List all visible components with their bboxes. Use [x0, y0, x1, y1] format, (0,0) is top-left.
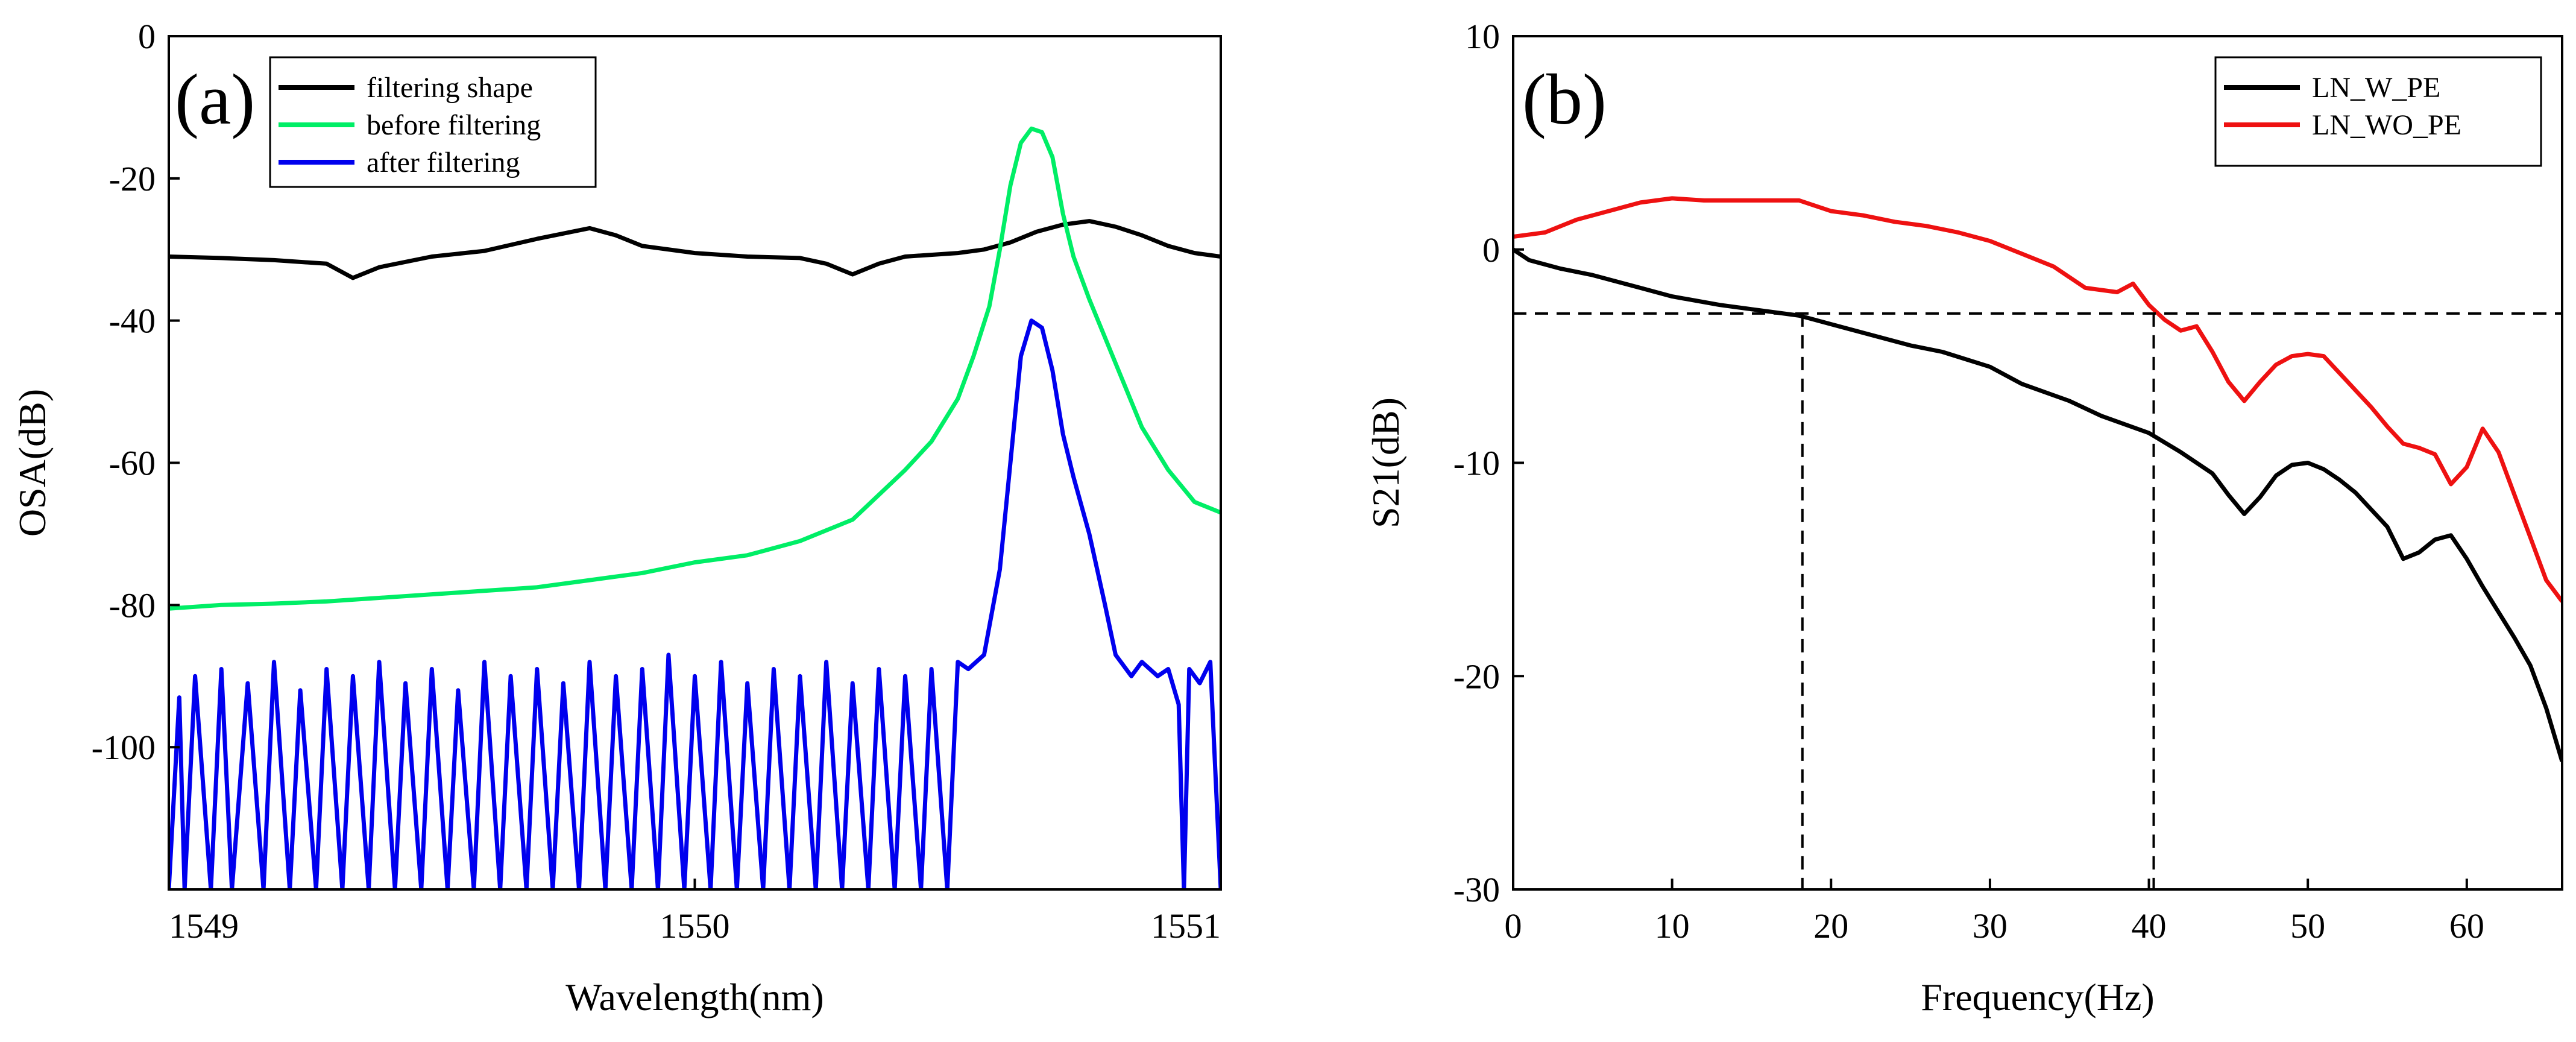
y-tick-label: -100: [92, 728, 156, 767]
x-tick-label: 40: [2132, 906, 2167, 946]
y-tick-label: -20: [109, 159, 156, 198]
y-tick-label: -10: [1453, 444, 1500, 483]
x-tick-label: 1550: [660, 906, 730, 946]
legend-label: LN_WO_PE: [2312, 109, 2461, 141]
series-line-ln-w-pe: [1513, 247, 2562, 762]
x-axis-title: Wavelength(nm): [565, 976, 824, 1018]
legend-box: [269, 56, 597, 188]
y-tick-label: 0: [1482, 230, 1500, 270]
legend: LN_W_PE LN_WO_PE: [2214, 56, 2542, 167]
chart-panel-a: 0 -20 -40 -60 -80 -100 1549 1550 1551 Wavelength(…: [11, 17, 1222, 1018]
y-axis-title: S21(dB): [1364, 397, 1407, 528]
y-tick-label: -20: [1453, 657, 1500, 696]
panel-label: (a): [175, 59, 255, 139]
legend-label: LN_W_PE: [2312, 72, 2440, 104]
y-tick-label: -30: [1453, 870, 1500, 909]
legend-label: after filtering: [367, 147, 520, 178]
x-axis-title: Frequency(Hz): [1921, 976, 2154, 1018]
x-tick-label: 50: [2290, 906, 2325, 946]
series-line-before-filtering: [169, 126, 1221, 611]
x-tick-label: 1549: [169, 906, 239, 946]
y-tick-label: -40: [109, 302, 156, 341]
legend-label: filtering shape: [367, 72, 533, 104]
x-tick-label: 0: [1505, 906, 1522, 946]
x-tick-label: 10: [1655, 906, 1690, 946]
x-tick-label: 60: [2449, 906, 2484, 946]
plot-area: [1513, 196, 2562, 889]
y-axis-title: OSA(dB): [11, 389, 54, 537]
x-tick-label: 1551: [1151, 906, 1221, 946]
y-tick-label: 0: [138, 17, 156, 56]
y-tick-label: -80: [109, 586, 156, 625]
x-tick-label: 20: [1813, 906, 1848, 946]
legend: filtering shape before filtering after fil…: [269, 56, 597, 188]
legend-label: before filtering: [367, 109, 541, 141]
panel-label: (b): [1522, 59, 1607, 139]
series-line-filtering-shape: [169, 219, 1221, 280]
y-tick-label: 10: [1465, 17, 1500, 56]
y-tick-label: -60: [109, 444, 156, 483]
plot-area: [169, 126, 1221, 889]
chart-panel-b: 100-10-20-300 10 20 30 40 50 60Frequency(Hz)S2…: [1364, 17, 2563, 1018]
series-line-after-filtering: [169, 318, 1221, 889]
legend-box: [2214, 56, 2542, 167]
x-tick-label: 30: [1973, 906, 2008, 946]
series-line-ln-wo-pe: [1513, 196, 2562, 603]
